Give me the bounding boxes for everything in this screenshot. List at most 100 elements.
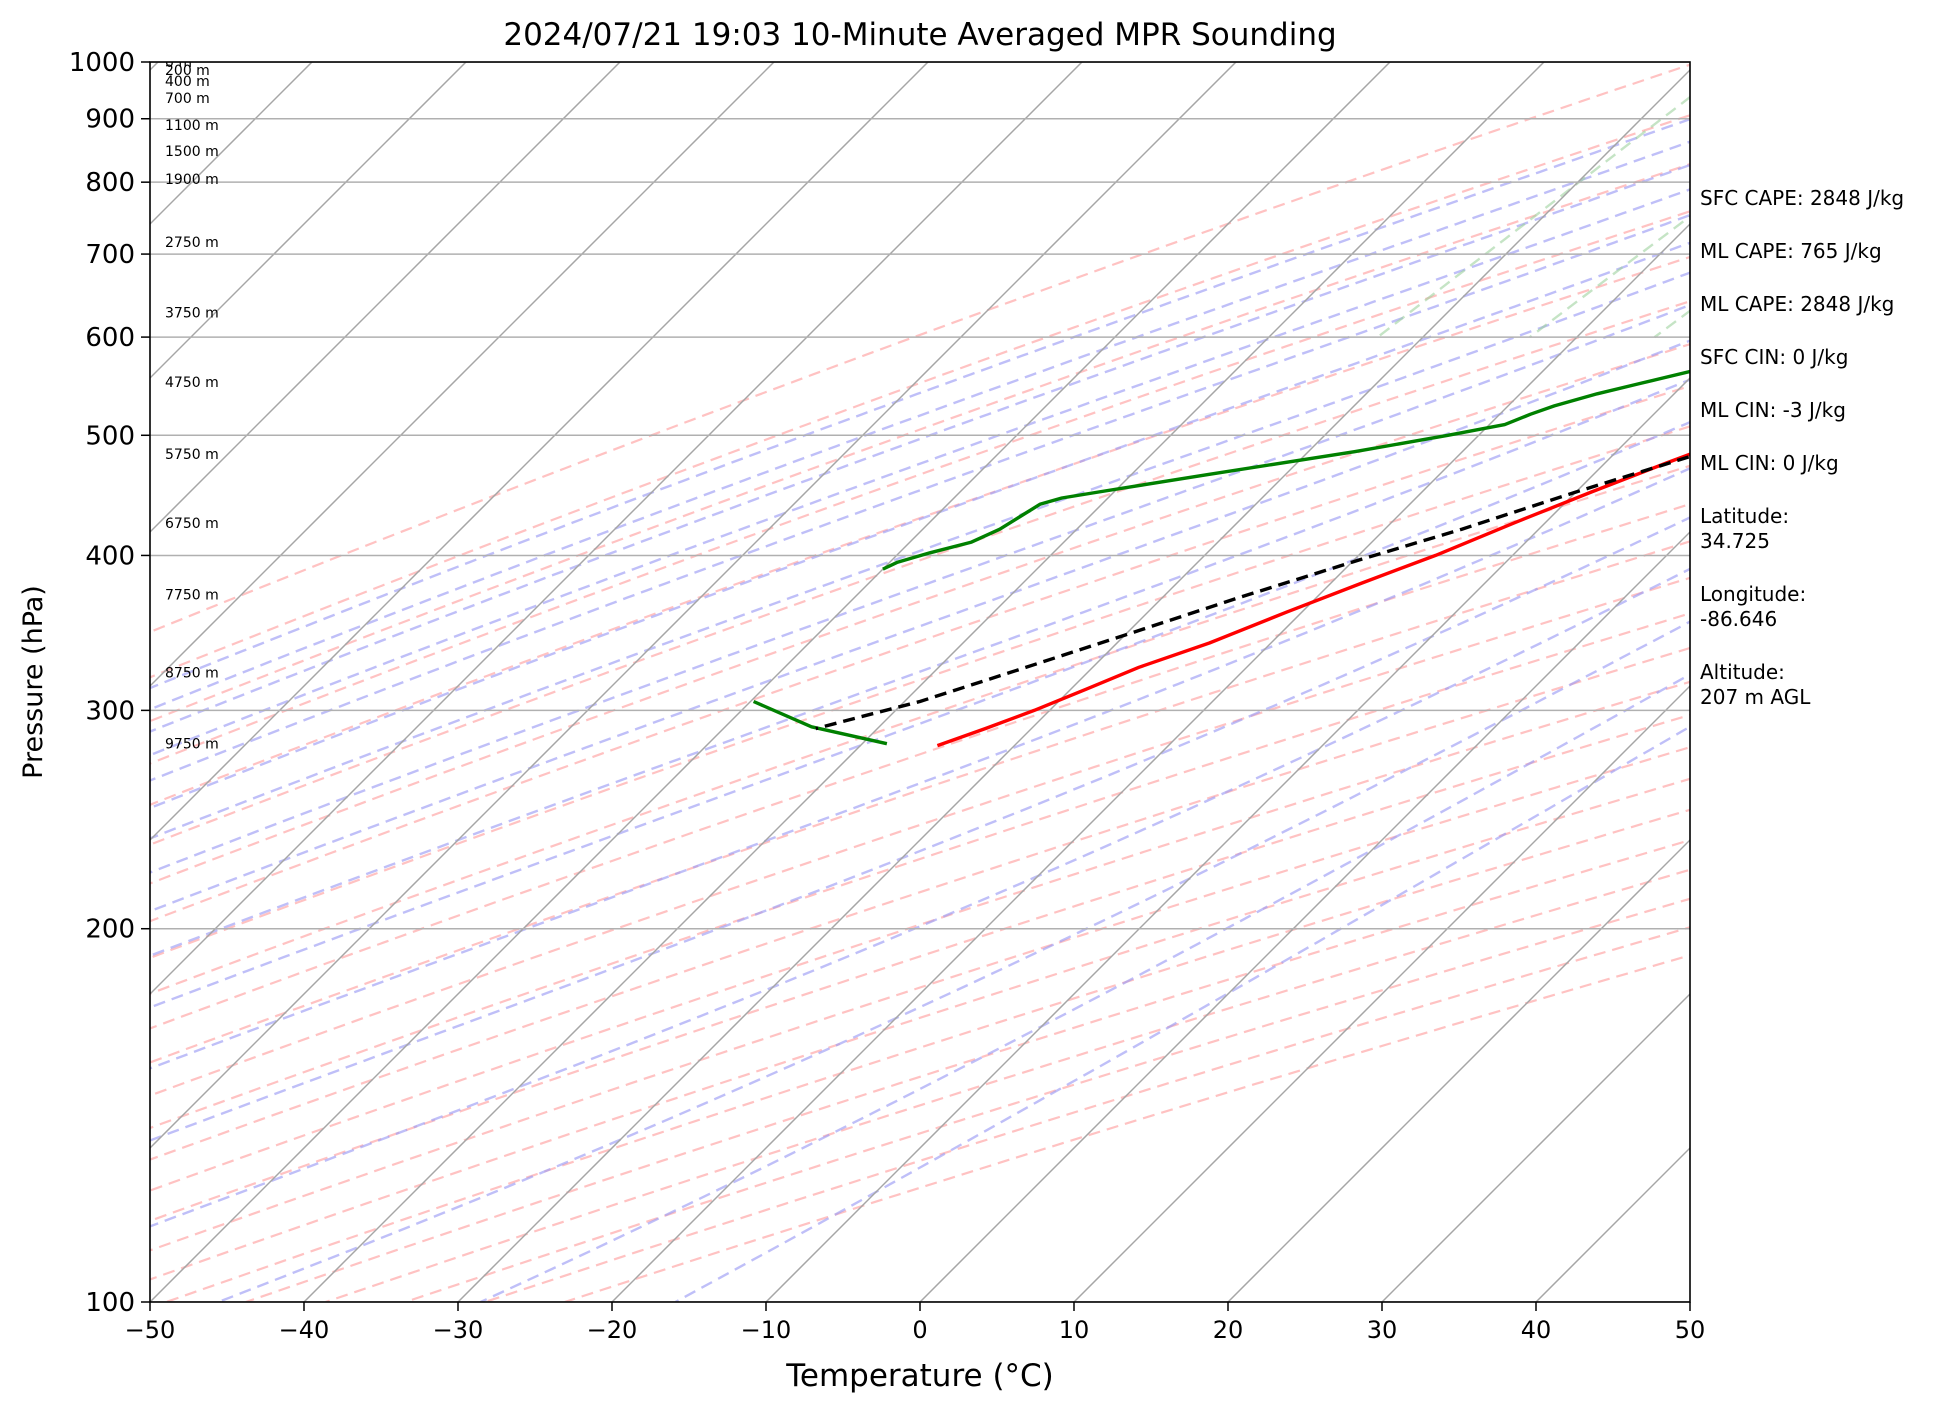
dry-adiabat [150,114,1690,679]
longitude-value: -86.646 [1700,607,1778,631]
height-label: 8750 m [165,665,219,681]
moist-adiabat [150,271,1690,840]
x-tick-label: 40 [1521,1316,1552,1344]
isotherm [150,62,929,842]
isotherm [150,62,775,688]
dewpoint-line [882,369,1690,571]
x-axis-label: Temperature (°C) [785,1358,1054,1394]
parcel-line [815,454,1690,731]
altitude-value: 207 m AGL [1700,685,1811,709]
moist-adiabat [150,163,1690,733]
isotherm [457,68,1690,1302]
height-label: 1500 m [165,144,219,160]
height-label: 4750 m [165,375,219,391]
isotherm [1227,838,1690,1302]
height-label: 3750 m [165,306,219,322]
stat-ml-cape: ML CAPE: 765 J/kg [1700,239,1882,263]
x-tick-label: −10 [741,1316,792,1344]
dry-adiabat [150,746,1690,1252]
altitude-label: Altitude: [1700,660,1785,684]
moist-adiabat [150,213,1690,782]
isotherm [303,62,1545,1302]
stat-sfc-cape: SFC CAPE: 2848 J/kg [1700,186,1905,210]
longitude-label: Longitude: [1700,582,1807,606]
moist-adiabat [150,241,1690,810]
dry-adiabat [150,502,1690,1030]
moist-adiabat [150,567,1690,1228]
dry-adiabat [150,300,1690,846]
sounding-profiles: 9750 m 8750 m 7750 m 6750 m 5750 m 4750 m 3750… [165,55,1690,753]
y-tick-label: 400 [85,541,135,571]
latitude-value: 34.725 [1700,529,1770,553]
dry-adiabat [150,464,1690,995]
x-tick-label: −50 [125,1316,176,1344]
x-tick-label: 10 [1059,1316,1090,1344]
height-label: 2750 m [165,235,219,251]
y-tick-label: 800 [85,168,135,198]
y-tick-label: 200 [85,915,135,945]
stat-ml-cin: ML CIN: -3 J/kg [1700,398,1846,422]
isotherm [765,376,1690,1302]
height-label: 400 m [165,74,210,90]
height-label: 200 m [165,63,210,79]
height-label: 700 m [165,91,210,107]
moist-adiabat [150,516,1690,1142]
isotherm [150,62,1237,1150]
stat-ml-cape-2: ML CAPE: 2848 J/kg [1700,292,1895,316]
latitude-block: Latitude: 34.725 [1700,504,1930,554]
isotherm [1073,684,1690,1302]
dry-adiabat [150,576,1690,1097]
moist-adiabat [674,725,1690,1302]
sounding-stats-panel: SFC CAPE: 2848 J/kg ML CAPE: 765 J/kg ML… [1700,186,1930,738]
dry-adiabat [150,646,1690,1161]
y-tick-label: 700 [85,240,135,270]
height-label: 0 m [165,55,192,71]
stat-sfc-cin: SFC CIN: 0 J/kg [1700,345,1849,369]
y-tick-label: 900 [85,105,135,135]
y-tick-label: 1000 [69,48,135,78]
isotherm [1381,992,1690,1302]
y-axis-label: Pressure (hPa) [18,585,49,779]
dry-adiabat [150,63,1690,634]
dry-adiabat [150,425,1690,960]
dry-adiabat [150,343,1690,885]
height-label: 6750 m [165,516,219,532]
dry-adiabat [150,713,1690,1223]
y-tick-label: 600 [85,323,135,353]
isotherm [919,530,1690,1302]
y-tick-label: 500 [85,421,135,451]
isotherm [150,62,1083,996]
x-tick-label: 30 [1367,1316,1398,1344]
isotherm [611,222,1690,1302]
height-label: 1100 m [165,118,219,134]
altitude-block: Altitude: 207 m AGL [1700,660,1930,710]
dewpoint-upper-line [752,699,888,746]
chart-title: 2024/07/21 19:03 10-Minute Averaged MPR … [503,17,1336,53]
x-tick-label: 0 [912,1316,927,1344]
dry-adiabat [150,777,1690,1281]
stat-ml-cin-2: ML CIN: 0 J/kg [1700,451,1839,475]
temperature-line [936,452,1690,748]
dry-adiabat [150,384,1690,923]
dry-adiabat [150,162,1690,723]
y-tick-label: 100 [85,1288,135,1318]
isotherm [150,62,1391,1302]
x-tick-label: −40 [279,1316,330,1344]
height-label: 1900 m [165,172,219,188]
moist-adiabat [480,673,1690,1302]
longitude-block: Longitude: -86.646 [1700,582,1930,632]
moist-adiabat [150,303,1690,874]
y-tick-label: 300 [85,696,135,726]
x-tick-label: 20 [1213,1316,1244,1344]
height-label: 7750 m [165,588,219,604]
x-tick-label: −30 [433,1316,484,1344]
height-label: 9750 m [165,737,219,753]
height-label: 5750 m [165,447,219,463]
latitude-label: Latitude: [1700,504,1790,528]
mixing-ratio-line [1529,214,1690,339]
axes: −50 −40 −30 −20 −10 0 10 20 30 40 50 100 200 300 400 50… [69,48,1705,1344]
isotherm [150,62,621,534]
dry-adiabat [150,210,1690,765]
